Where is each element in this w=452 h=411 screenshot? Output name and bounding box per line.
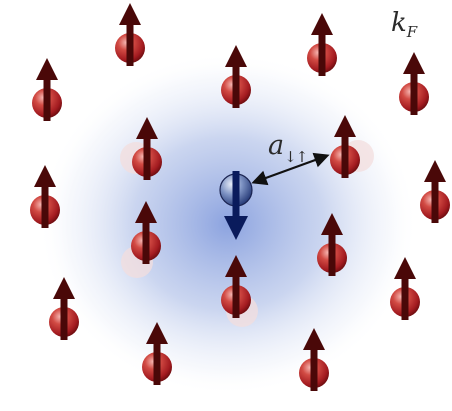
spin-up-arrow-shaft [401, 277, 409, 320]
spin-up-arrow-shaft [153, 342, 161, 385]
spin-up-arrow-icon [394, 257, 416, 279]
spin-up-arrow-shaft [41, 185, 49, 228]
spin-up-arrow-shaft [142, 221, 150, 264]
majority-fermion [221, 45, 251, 108]
majority-fermion [317, 213, 347, 276]
spin-up-arrow-icon [135, 201, 157, 223]
spin-up-arrow-shaft [126, 23, 134, 66]
majority-fermion [32, 58, 62, 121]
spin-up-arrow-icon [403, 52, 425, 74]
majority-fermion [115, 3, 145, 66]
interaction-length-symbol: a [268, 130, 285, 161]
majority-fermion [132, 117, 162, 180]
majority-fermion [420, 160, 450, 223]
majority-fermion [30, 165, 60, 228]
fermi-momentum-symbol: k [391, 8, 407, 38]
spin-up-arrow-shaft [341, 135, 349, 178]
majority-fermion [399, 52, 429, 115]
interaction-length-label: a↓↑ [268, 130, 308, 166]
spin-up-arrow-icon [225, 45, 247, 67]
spin-up-arrow-icon [303, 328, 325, 350]
spin-up-arrow-shaft [143, 137, 151, 180]
spin-up-arrow-shaft [310, 348, 318, 391]
spin-up-arrow-shaft [318, 33, 326, 76]
spin-up-arrow-shaft [410, 72, 418, 115]
spin-down-arrow-icon [224, 216, 248, 240]
majority-fermion [330, 115, 360, 178]
spin-up-arrow-shaft [232, 65, 240, 108]
spin-up-arrow-icon [136, 117, 158, 139]
interaction-length-subscript: ↓↑ [284, 148, 308, 166]
majority-fermion [49, 277, 79, 340]
spin-up-arrow-shaft [328, 233, 336, 276]
spin-up-arrow-icon [119, 3, 141, 25]
spin-up-arrow-icon [34, 165, 56, 187]
spin-up-arrow-shaft [60, 297, 68, 340]
spin-up-arrow-icon [321, 213, 343, 235]
particle-field [30, 3, 450, 391]
spin-up-arrow-icon [146, 322, 168, 344]
spin-up-arrow-icon [225, 255, 247, 277]
majority-fermion [299, 328, 329, 391]
majority-fermion [307, 13, 337, 76]
spin-up-arrow-icon [311, 13, 333, 35]
spin-up-arrow-icon [53, 277, 75, 299]
majority-fermion [142, 322, 172, 385]
impurity-fermion [219, 171, 253, 240]
fermi-momentum-label: kF [391, 8, 417, 41]
spin-up-arrow-icon [36, 58, 58, 80]
spin-down-arrow-shaft [232, 171, 240, 218]
majority-fermion [131, 201, 161, 264]
majority-fermion [221, 255, 251, 318]
spin-up-arrow-shaft [232, 275, 240, 318]
spin-up-arrow-shaft [431, 180, 439, 223]
majority-fermion [390, 257, 420, 320]
spin-up-arrow-icon [424, 160, 446, 182]
fermi-momentum-subscript: F [406, 23, 418, 41]
spin-up-arrow-icon [334, 115, 356, 137]
interaction-range-arrow [251, 152, 330, 186]
spin-up-arrow-shaft [43, 78, 51, 121]
